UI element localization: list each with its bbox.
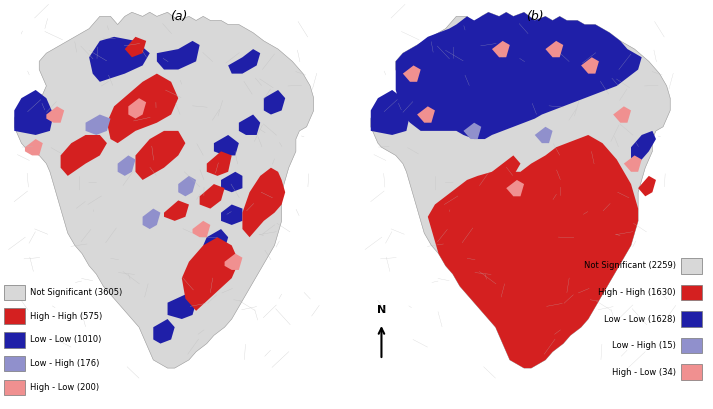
Polygon shape bbox=[239, 115, 260, 135]
Text: High - Low (200): High - Low (200) bbox=[30, 383, 99, 392]
Polygon shape bbox=[153, 319, 175, 344]
Text: Low - Low (1010): Low - Low (1010) bbox=[30, 335, 102, 344]
Bar bbox=[4, 308, 25, 324]
Polygon shape bbox=[221, 204, 242, 225]
Polygon shape bbox=[492, 41, 510, 57]
Polygon shape bbox=[46, 106, 64, 123]
Text: Low - Low (1628): Low - Low (1628) bbox=[604, 315, 675, 324]
Bar bbox=[681, 311, 702, 327]
Bar bbox=[681, 285, 702, 300]
Polygon shape bbox=[613, 106, 631, 123]
Polygon shape bbox=[14, 90, 53, 135]
Polygon shape bbox=[221, 172, 242, 192]
Polygon shape bbox=[203, 229, 228, 254]
Text: Low - High (15): Low - High (15) bbox=[612, 341, 675, 350]
Polygon shape bbox=[125, 37, 146, 57]
Polygon shape bbox=[164, 200, 189, 221]
Text: Not Significant (2259): Not Significant (2259) bbox=[583, 261, 675, 270]
Polygon shape bbox=[107, 74, 178, 143]
Polygon shape bbox=[168, 294, 196, 319]
Polygon shape bbox=[185, 266, 210, 290]
Bar bbox=[4, 285, 25, 300]
Polygon shape bbox=[463, 123, 481, 139]
Text: High - High (575): High - High (575) bbox=[30, 312, 103, 321]
Polygon shape bbox=[403, 65, 421, 82]
Polygon shape bbox=[61, 135, 107, 176]
Polygon shape bbox=[535, 127, 553, 143]
Polygon shape bbox=[242, 168, 285, 237]
Text: N: N bbox=[377, 305, 386, 315]
Polygon shape bbox=[14, 12, 314, 368]
Text: Not Significant (3605): Not Significant (3605) bbox=[30, 288, 123, 297]
Bar bbox=[681, 258, 702, 274]
Polygon shape bbox=[638, 176, 656, 196]
Polygon shape bbox=[157, 41, 200, 70]
Polygon shape bbox=[506, 180, 524, 196]
Polygon shape bbox=[228, 49, 260, 74]
Polygon shape bbox=[396, 12, 642, 139]
Text: Low - High (176): Low - High (176) bbox=[30, 359, 100, 368]
Polygon shape bbox=[428, 135, 638, 368]
Polygon shape bbox=[207, 151, 232, 176]
Polygon shape bbox=[118, 155, 135, 176]
Polygon shape bbox=[128, 98, 146, 119]
Text: High - Low (34): High - Low (34) bbox=[612, 368, 675, 377]
Bar bbox=[681, 364, 702, 380]
Polygon shape bbox=[631, 131, 656, 164]
Bar bbox=[4, 380, 25, 395]
Bar bbox=[4, 332, 25, 348]
Bar bbox=[681, 338, 702, 353]
Text: High - High (1630): High - High (1630) bbox=[598, 288, 675, 297]
Polygon shape bbox=[371, 12, 670, 368]
Polygon shape bbox=[225, 254, 242, 270]
Polygon shape bbox=[178, 176, 196, 196]
Polygon shape bbox=[581, 57, 599, 74]
Text: (b): (b) bbox=[526, 10, 543, 23]
Polygon shape bbox=[89, 37, 150, 82]
Bar bbox=[4, 356, 25, 371]
Text: (a): (a) bbox=[170, 10, 187, 23]
Polygon shape bbox=[135, 131, 185, 180]
Polygon shape bbox=[25, 139, 43, 155]
Polygon shape bbox=[264, 90, 285, 115]
Polygon shape bbox=[86, 115, 111, 135]
Polygon shape bbox=[200, 184, 225, 209]
Polygon shape bbox=[182, 237, 239, 311]
Polygon shape bbox=[371, 90, 410, 135]
Polygon shape bbox=[492, 155, 520, 180]
Polygon shape bbox=[545, 41, 563, 57]
Polygon shape bbox=[193, 221, 210, 237]
Polygon shape bbox=[143, 209, 160, 229]
Polygon shape bbox=[624, 155, 642, 172]
Polygon shape bbox=[214, 135, 239, 155]
Polygon shape bbox=[417, 106, 435, 123]
